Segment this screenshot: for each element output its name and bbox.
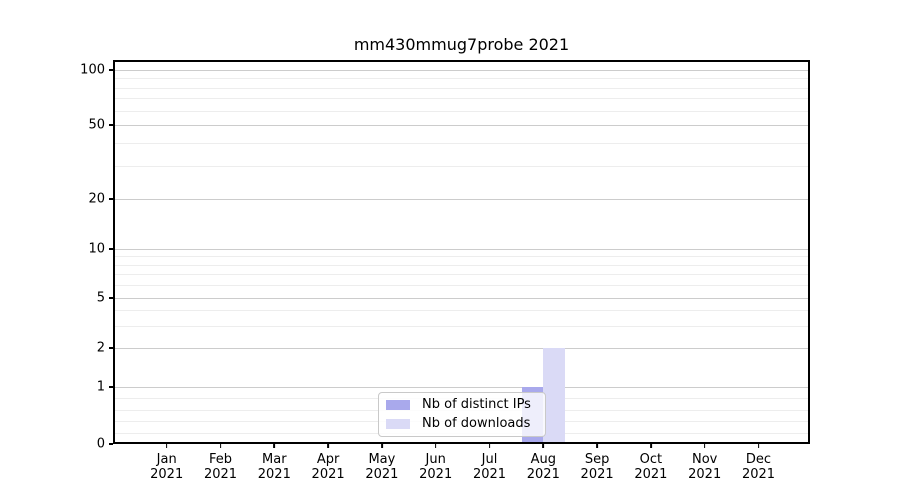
plot-area: Nb of distinct IPs Nb of downloads 0 1 2 5 1… (80, 60, 810, 482)
x-tick-label-may: May 2021 (365, 452, 398, 482)
x-label-year: 2021 (688, 467, 722, 482)
y-gridline-minor-8 (114, 264, 809, 266)
x-tick-label-mar: Mar 2021 (258, 452, 291, 482)
y-gridline-minor-3 (114, 325, 809, 327)
y-tick-label-1: 1 (96, 379, 105, 395)
y-gridline-5 (114, 298, 809, 299)
x-tick-label-jan: Jan 2021 (150, 452, 183, 482)
x-tick-sep (596, 444, 598, 448)
x-label-year: 2021 (634, 467, 668, 482)
x-label-month: Oct (639, 452, 663, 467)
y-gridline-20 (114, 199, 809, 200)
x-label-month: Aug (530, 452, 556, 467)
legend-label-distinct-ips: Nb of distinct IPs (422, 397, 531, 412)
x-label-month: Jun (425, 452, 446, 467)
legend-swatch-downloads (386, 419, 410, 429)
x-label-year: 2021 (419, 467, 453, 482)
x-label-month: Nov (692, 452, 718, 467)
x-label-year: 2021 (203, 467, 238, 482)
legend-swatch-distinct-ips (386, 400, 410, 410)
x-label-month: Apr (316, 452, 340, 467)
y-tick-label-2: 2 (96, 340, 105, 356)
x-label-month: Mar (262, 452, 287, 467)
y-tick-label-10: 10 (88, 241, 105, 257)
x-tick-may (380, 444, 383, 448)
x-tick-mar (273, 444, 276, 448)
legend-label-downloads: Nb of downloads (422, 416, 531, 431)
axis-spine-top (113, 60, 810, 62)
y-tick-label-50: 50 (88, 117, 105, 133)
y-tick-5 (109, 297, 113, 299)
x-tick-aug (542, 444, 545, 448)
x-tick-apr (327, 444, 329, 448)
y-gridline-minor-40 (114, 143, 809, 144)
x-tick-label-aug: Aug 2021 (527, 452, 560, 482)
x-tick-label-sep: Sep 2021 (581, 452, 614, 482)
y-tick-2 (109, 347, 113, 349)
x-label-year: 2021 (580, 467, 614, 482)
x-tick-label-jun: Jun 2021 (419, 452, 452, 482)
x-label-year: 2021 (472, 467, 507, 482)
x-tick-label-feb: Feb 2021 (204, 452, 237, 482)
legend: Nb of distinct IPs Nb of downloads (378, 392, 546, 437)
x-label-month: Dec (745, 452, 772, 467)
y-tick-1 (109, 386, 113, 388)
y-tick-0 (109, 443, 113, 445)
x-label-year: 2021 (741, 467, 776, 482)
y-tick-label-5: 5 (96, 290, 105, 306)
x-tick-label-oct: Oct 2021 (634, 452, 667, 482)
y-tick-10 (109, 248, 113, 250)
y-tick-20 (109, 198, 113, 200)
y-gridline-1 (114, 387, 809, 388)
y-gridline-10 (114, 249, 809, 250)
x-tick-label-nov: Nov 2021 (688, 452, 721, 482)
y-tick-label-100: 100 (80, 62, 105, 78)
x-label-year: 2021 (311, 467, 345, 482)
y-gridline-minor-70 (114, 98, 809, 100)
x-label-year: 2021 (365, 467, 399, 482)
x-tick-oct (649, 444, 652, 448)
y-gridline-minor-80 (114, 87, 809, 89)
x-label-month: May (368, 452, 396, 467)
y-tick-label-0: 0 (96, 436, 105, 452)
y-gridline-50 (114, 125, 809, 126)
axis-spine-right (808, 60, 810, 444)
y-tick-100 (109, 69, 113, 71)
x-label-year: 2021 (526, 467, 560, 482)
x-tick-label-apr: Apr 2021 (312, 452, 345, 482)
y-gridline-minor-6 (114, 285, 809, 287)
x-label-month: Jan (156, 452, 177, 467)
axis-spine-left (113, 60, 115, 444)
y-gridline-minor-30 (114, 166, 809, 168)
axis-spine-bottom (113, 442, 810, 444)
x-label-year: 2021 (150, 467, 184, 482)
legend-item-distinct-ips: Nb of distinct IPs (386, 398, 538, 412)
x-tick-label-jul: Jul 2021 (473, 452, 506, 482)
x-tick-jan (165, 444, 168, 448)
x-tick-nov (703, 444, 706, 448)
x-label-month: Feb (208, 452, 233, 467)
x-tick-label-dec: Dec 2021 (742, 452, 775, 482)
x-label-year: 2021 (257, 467, 291, 482)
x-label-month: Jul (481, 452, 498, 467)
x-tick-dec (757, 444, 760, 448)
y-gridline-100 (114, 70, 809, 71)
y-gridline-minor-90 (114, 78, 809, 80)
bar-aug-downloads (543, 348, 565, 444)
legend-item-downloads: Nb of downloads (386, 417, 538, 431)
x-label-month: Sep (584, 452, 610, 467)
y-gridline-minor-7 (114, 274, 809, 276)
y-gridline-minor-9 (114, 256, 809, 258)
x-tick-jul (488, 444, 491, 448)
y-tick-50 (109, 124, 113, 126)
y-tick-label-20: 20 (88, 191, 105, 207)
y-gridline-2 (114, 348, 809, 349)
x-tick-feb (219, 444, 222, 448)
y-gridline-minor-4 (114, 310, 809, 312)
y-gridline-minor-60 (114, 110, 809, 112)
x-tick-jun (434, 444, 437, 448)
chart-title: mm430mmug7probe 2021 (353, 35, 570, 54)
